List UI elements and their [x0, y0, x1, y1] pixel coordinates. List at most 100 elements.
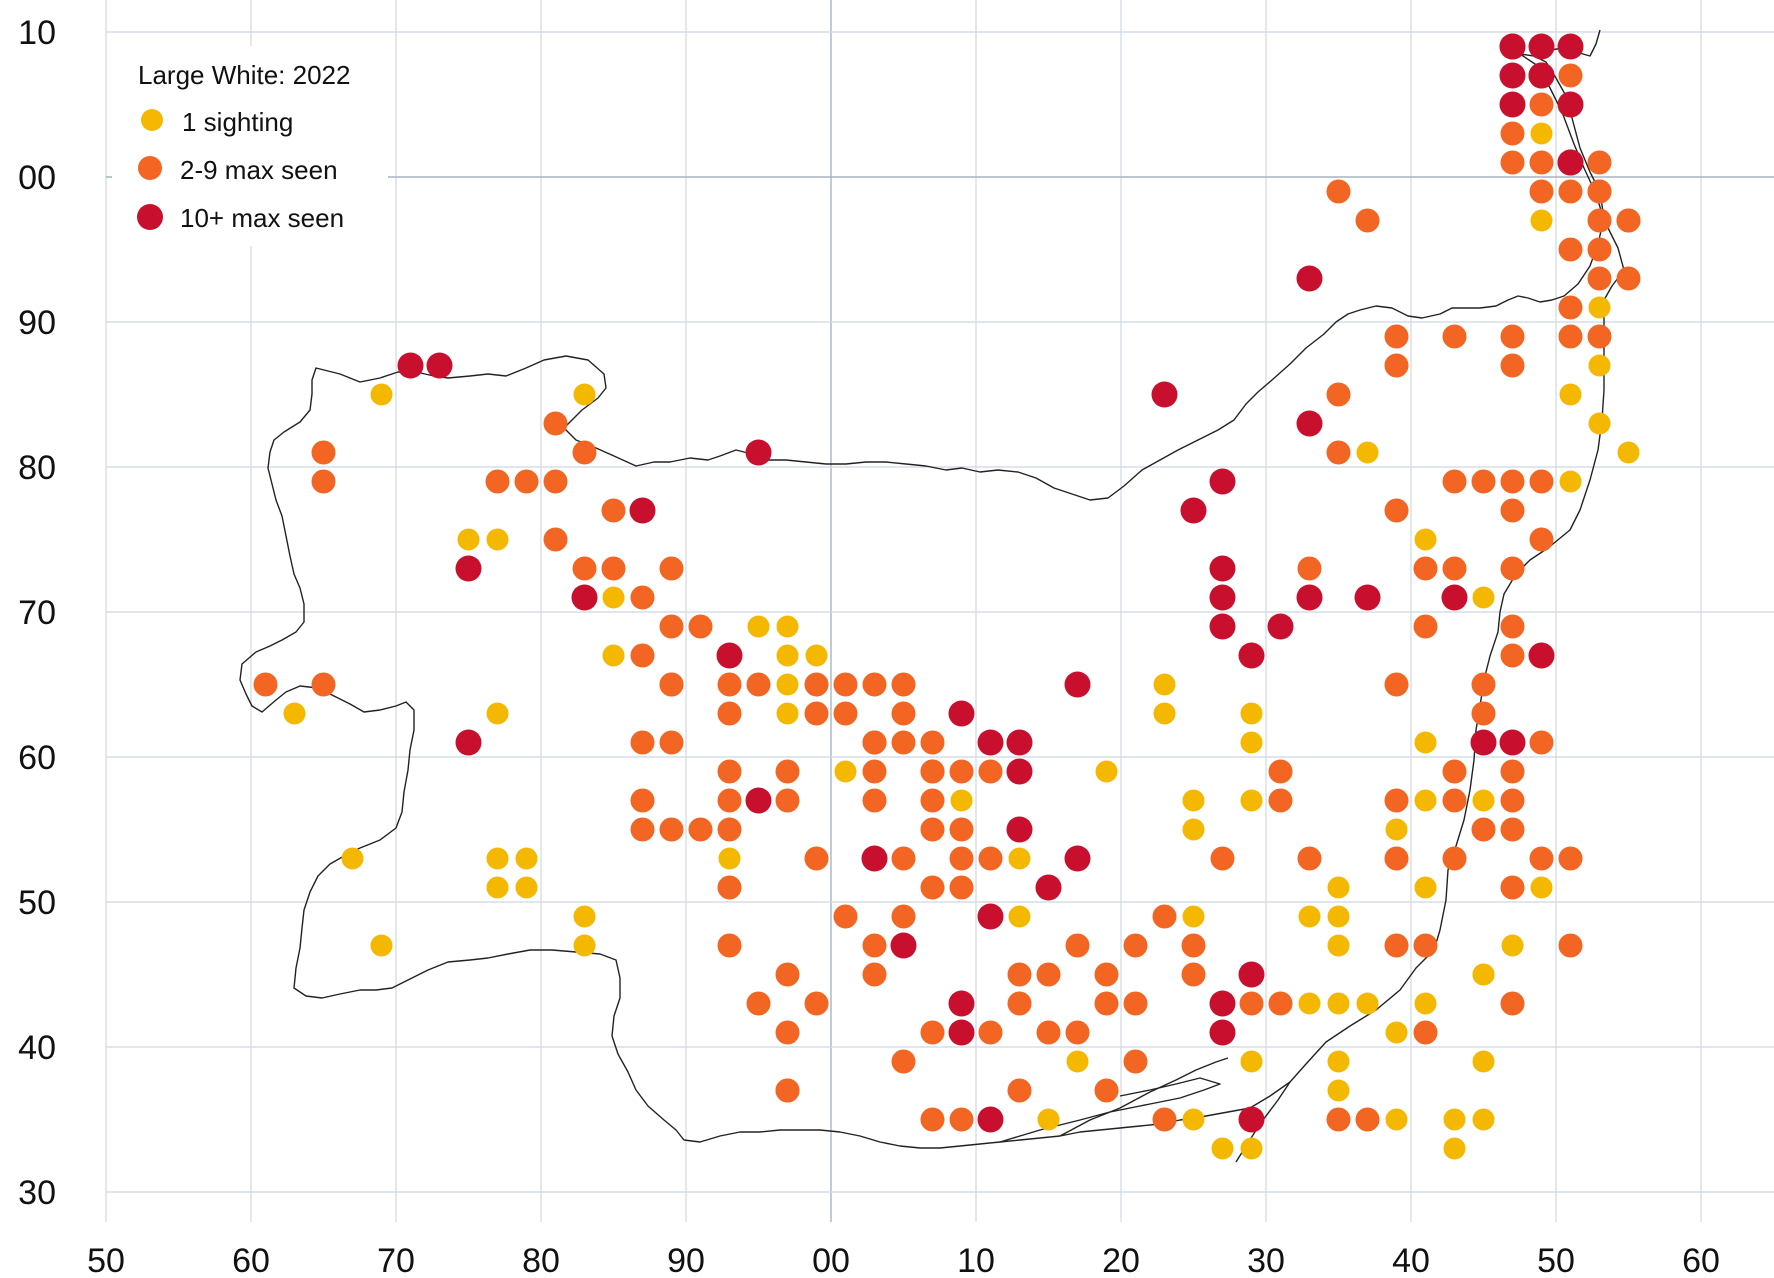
sighting-point-2-9: [659, 672, 684, 697]
sighting-point-1: [1182, 1108, 1205, 1131]
sighting-point-2-9: [949, 846, 974, 871]
x-tick-label: 00: [812, 1242, 850, 1278]
sighting-point-1: [776, 615, 799, 638]
sighting-point-2-9: [1384, 788, 1409, 813]
sighting-point-1: [1240, 1137, 1263, 1160]
sighting-point-2-9: [1007, 962, 1032, 987]
sighting-point-1: [486, 702, 509, 725]
x-tick-label: 30: [1247, 1242, 1285, 1278]
sighting-point-10-plus: [1006, 729, 1033, 756]
sighting-point-2-9: [1094, 962, 1119, 987]
sighting-point-2-9: [1355, 1107, 1380, 1132]
sighting-point-1: [1066, 1050, 1089, 1073]
y-tick-label: 30: [18, 1174, 56, 1212]
sighting-point-10-plus: [1354, 584, 1381, 611]
sighting-point-2-9: [1558, 846, 1583, 871]
sighting-point-1: [1240, 702, 1263, 725]
sighting-point-1: [1095, 760, 1118, 783]
sighting-point-2-9: [1500, 121, 1525, 146]
sighting-point-1: [1530, 122, 1553, 145]
sighting-point-2-9: [1500, 353, 1525, 378]
sighting-point-1: [1472, 1108, 1495, 1131]
sighting-point-2-9: [717, 817, 742, 842]
sighting-point-2-9: [920, 730, 945, 755]
sighting-point-2-9: [1500, 991, 1525, 1016]
sighting-point-2-9: [717, 672, 742, 697]
sighting-point-2-9: [1529, 179, 1554, 204]
sighting-point-10-plus: [1441, 584, 1468, 611]
sighting-point-10-plus: [1557, 149, 1584, 176]
sighting-point-1: [1414, 992, 1437, 1015]
sighting-point-10-plus: [629, 497, 656, 524]
sighting-point-1: [457, 528, 480, 551]
sighting-point-2-9: [1529, 846, 1554, 871]
sighting-point-1: [1443, 1137, 1466, 1160]
sighting-point-2-9: [1152, 1107, 1177, 1132]
sighting-point-2-9: [1268, 759, 1293, 784]
sighting-point-10-plus: [1238, 961, 1265, 988]
sighting-point-2-9: [1471, 817, 1496, 842]
sighting-point-2-9: [485, 469, 510, 494]
sighting-point-10-plus: [1296, 265, 1323, 292]
sighting-point-10-plus: [1151, 381, 1178, 408]
sighting-point-2-9: [1500, 759, 1525, 784]
sighting-point-1: [834, 760, 857, 783]
sighting-point-10-plus: [861, 845, 888, 872]
sighting-point-2-9: [862, 759, 887, 784]
sighting-point-2-9: [1181, 962, 1206, 987]
sighting-point-2-9: [804, 672, 829, 697]
sighting-point-1: [1385, 1021, 1408, 1044]
sighting-point-10-plus: [948, 700, 975, 727]
sighting-point-1: [341, 847, 364, 870]
sighting-point-2-9: [862, 730, 887, 755]
sighting-point-2-9: [775, 1020, 800, 1045]
sighting-point-2-9: [833, 701, 858, 726]
legend-title: Large White: 2022: [138, 60, 350, 90]
sighting-point-2-9: [1384, 498, 1409, 523]
sighting-point-1: [1588, 296, 1611, 319]
y-tick-label: 00: [18, 159, 56, 197]
sighting-point-2-9: [311, 672, 336, 697]
sighting-point-2-9: [949, 875, 974, 900]
sighting-point-2-9: [1007, 991, 1032, 1016]
sighting-point-10-plus: [1528, 642, 1555, 669]
sighting-point-10-plus: [1064, 845, 1091, 872]
sighting-point-1: [1211, 1137, 1234, 1160]
grid: 50 60 70 80 90 00 10 20 30 40 50 60 10 00 90 80 70 60 50 40…: [18, 0, 1774, 1278]
sighting-point-2-9: [1268, 991, 1293, 1016]
sighting-point-2-9: [1558, 63, 1583, 88]
sighting-point-10-plus: [455, 555, 482, 582]
sighting-point-2-9: [1297, 556, 1322, 581]
sighting-point-1: [1530, 876, 1553, 899]
sighting-point-2-9: [630, 817, 655, 842]
sighting-point-2-9: [601, 556, 626, 581]
sighting-point-10-plus: [1238, 1106, 1265, 1133]
legend-label-2-9: 2-9 max seen: [180, 155, 338, 185]
y-tick-label: 60: [18, 739, 56, 777]
sighting-point-2-9: [1529, 469, 1554, 494]
sighting-point-10-plus: [1035, 874, 1062, 901]
sighting-point-1: [1559, 383, 1582, 406]
sighting-point-1: [1356, 992, 1379, 1015]
sighting-point-2-9: [630, 643, 655, 668]
sighting-point-10-plus: [1064, 671, 1091, 698]
sighting-point-1: [573, 905, 596, 928]
sighting-point-2-9: [1268, 788, 1293, 813]
sighting-point-2-9: [746, 672, 771, 697]
sighting-point-2-9: [1036, 962, 1061, 987]
sighting-point-2-9: [1384, 353, 1409, 378]
sighting-point-2-9: [1500, 556, 1525, 581]
sighting-point-2-9: [717, 759, 742, 784]
sighting-point-1: [486, 876, 509, 899]
sighting-point-1: [573, 934, 596, 957]
estuary-orwell: [1059, 1057, 1229, 1137]
sighting-point-1: [1530, 209, 1553, 232]
sighting-point-1: [1588, 412, 1611, 435]
sighting-points: [253, 33, 1641, 1160]
sighting-point-2-9: [1152, 904, 1177, 929]
sighting-point-1: [1008, 905, 1031, 928]
sighting-point-1: [1385, 818, 1408, 841]
x-tick-label: 80: [522, 1242, 560, 1278]
sighting-point-1: [1559, 470, 1582, 493]
coastline: [239, 29, 1625, 1163]
